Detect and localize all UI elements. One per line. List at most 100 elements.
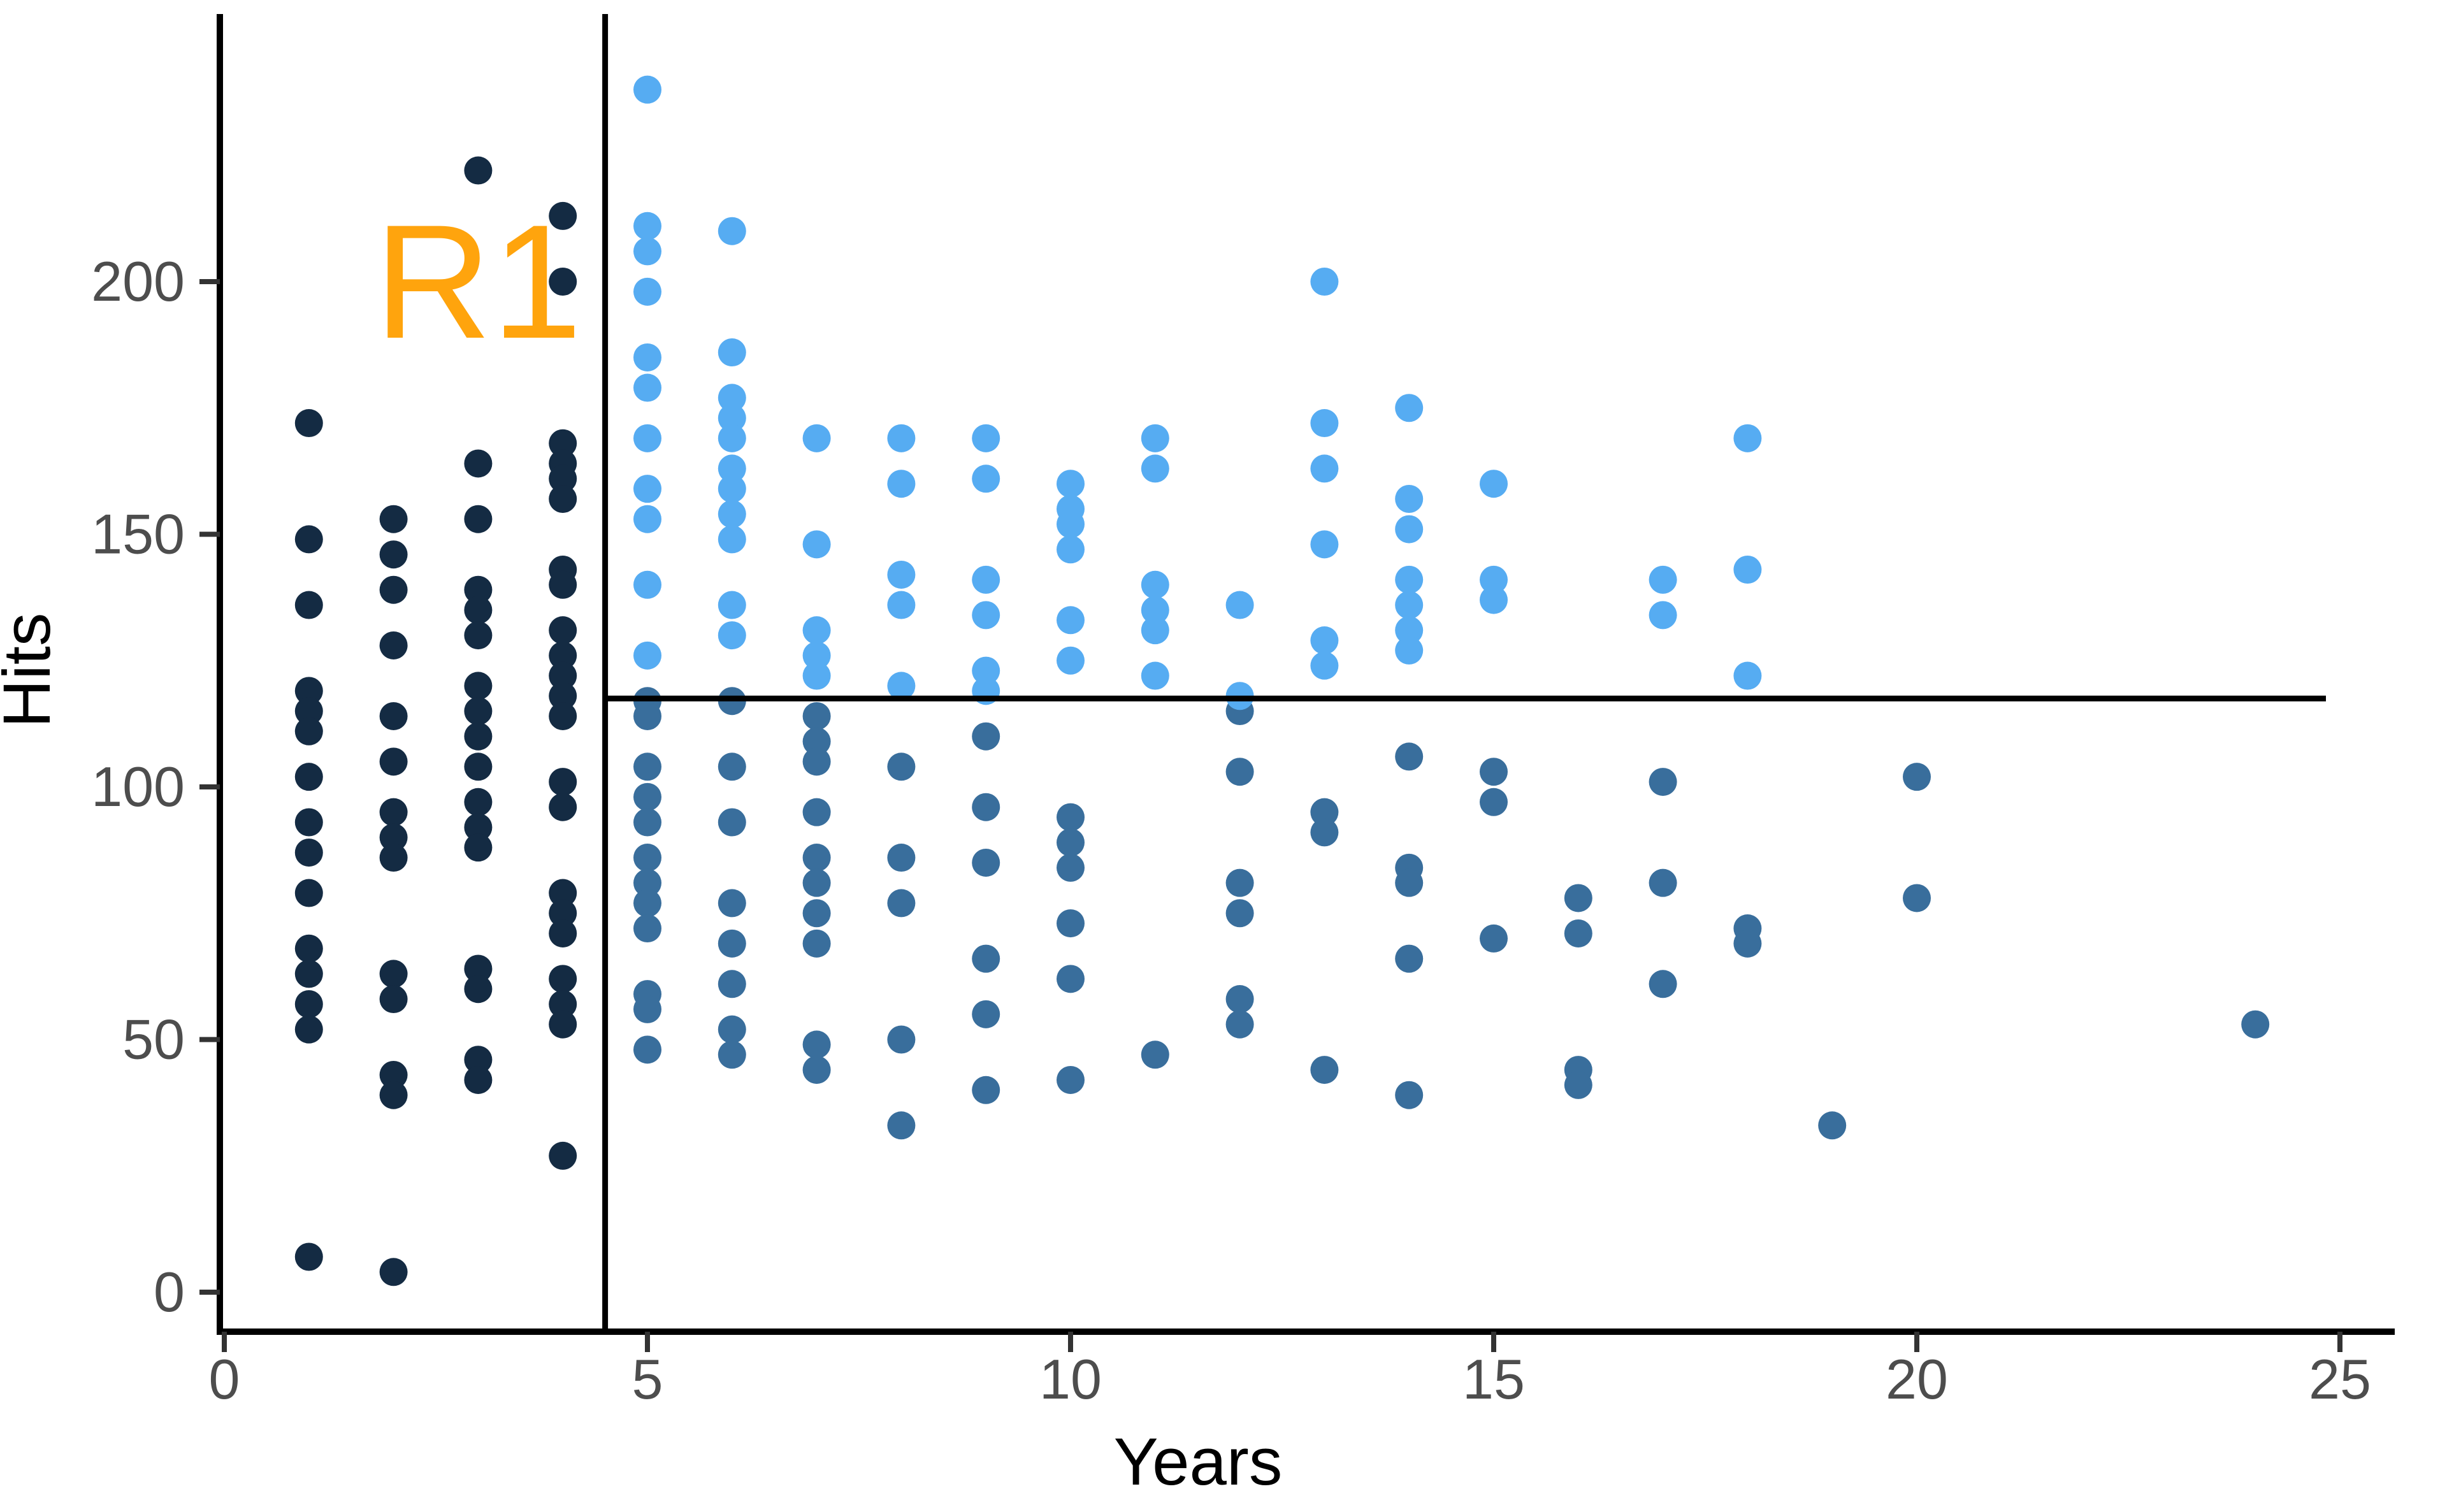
data-point-r2 <box>1057 828 1085 857</box>
data-point-r3 <box>633 277 661 306</box>
data-point-r1 <box>464 697 493 726</box>
data-point-r3 <box>1733 424 1762 452</box>
data-point-r3 <box>633 237 661 266</box>
data-point-r3 <box>972 601 1000 630</box>
data-point-r1 <box>294 934 323 963</box>
data-point-r2 <box>1310 1056 1339 1084</box>
data-point-r1 <box>549 429 577 457</box>
data-point-r2 <box>1225 985 1254 1014</box>
axes-layer: 0 5 10 15 20 25 0 50 100 150 200 <box>91 14 2395 1411</box>
data-point-r1 <box>549 899 577 928</box>
data-point-r2 <box>1057 965 1085 993</box>
data-point-r3 <box>1141 424 1169 452</box>
data-point-r1 <box>549 570 577 599</box>
data-point-r3 <box>1395 636 1424 665</box>
data-point-r1 <box>464 672 493 700</box>
data-point-r2 <box>633 889 661 918</box>
data-point-r1 <box>549 990 577 1018</box>
data-point-r3 <box>718 454 746 483</box>
data-point-r2 <box>1395 742 1424 771</box>
x-tick-label: 20 <box>1886 1348 1948 1411</box>
data-point-r3 <box>1310 626 1339 655</box>
data-point-r3 <box>718 591 746 619</box>
data-point-r2 <box>1057 853 1085 882</box>
data-point-r2 <box>887 752 916 781</box>
data-point-r3 <box>633 641 661 670</box>
data-point-r2 <box>718 929 746 958</box>
data-point-r3 <box>887 470 916 498</box>
data-point-r2 <box>1395 1081 1424 1109</box>
data-point-r2 <box>1564 884 1592 912</box>
data-point-r3 <box>1395 616 1424 645</box>
data-point-r1 <box>464 954 493 983</box>
data-point-r2 <box>1225 758 1254 786</box>
data-point-r2 <box>633 1035 661 1064</box>
data-point-r3 <box>1141 570 1169 599</box>
data-point-r1 <box>464 505 493 533</box>
data-point-r2 <box>1564 919 1592 947</box>
data-point-r3 <box>718 384 746 412</box>
data-point-r1 <box>549 641 577 670</box>
data-point-r2 <box>633 752 661 781</box>
data-point-r3 <box>633 424 661 452</box>
data-point-r2 <box>1649 768 1677 796</box>
data-point-r2 <box>718 1015 746 1044</box>
data-point-r3 <box>887 560 916 589</box>
data-point-r2 <box>972 793 1000 821</box>
data-point-r1 <box>294 525 323 554</box>
data-point-r2 <box>887 1025 916 1054</box>
data-point-r3 <box>1057 606 1085 635</box>
data-point-r3 <box>718 525 746 554</box>
data-point-r2 <box>887 1111 916 1140</box>
data-point-r3 <box>802 424 831 452</box>
data-point-r3 <box>1310 454 1339 483</box>
partition-lines-layer <box>602 14 2326 1332</box>
data-point-r2 <box>718 889 746 918</box>
data-point-r1 <box>379 1081 408 1109</box>
data-point-r2 <box>1649 868 1677 897</box>
data-point-r2 <box>633 782 661 811</box>
data-point-r1 <box>379 1061 408 1090</box>
data-point-r3 <box>1395 394 1424 422</box>
data-point-r3 <box>1141 661 1169 690</box>
data-point-r3 <box>633 373 661 402</box>
data-point-r3 <box>1480 586 1508 614</box>
data-point-r3 <box>718 500 746 528</box>
data-point-r1 <box>294 990 323 1018</box>
data-point-r1 <box>464 813 493 842</box>
data-point-r3 <box>1649 601 1677 630</box>
data-point-r2 <box>1395 868 1424 897</box>
data-point-r2 <box>718 808 746 837</box>
y-tick-label: 150 <box>91 503 185 566</box>
data-point-r1 <box>549 464 577 493</box>
data-point-r2 <box>718 970 746 998</box>
y-axis-title: Hits <box>0 613 64 728</box>
x-axis-title: Years <box>1114 1425 1283 1499</box>
data-point-r1 <box>294 591 323 619</box>
data-point-r2 <box>1395 944 1424 973</box>
data-point-r1 <box>379 702 408 730</box>
data-point-r1 <box>464 156 493 185</box>
data-point-r2 <box>718 752 746 781</box>
data-point-r3 <box>1310 651 1339 680</box>
data-point-r3 <box>633 570 661 599</box>
data-point-r3 <box>1395 515 1424 544</box>
data-point-r2 <box>802 798 831 826</box>
data-point-r1 <box>379 798 408 826</box>
data-point-r2 <box>802 929 831 958</box>
data-point-r1 <box>549 919 577 947</box>
data-point-r3 <box>1310 530 1339 559</box>
data-point-r3 <box>887 591 916 619</box>
data-points-layer <box>294 75 2270 1286</box>
data-point-r1 <box>549 201 577 230</box>
data-point-r1 <box>379 823 408 852</box>
data-point-r1 <box>294 717 323 745</box>
data-point-r3 <box>887 672 916 700</box>
data-point-r3 <box>972 464 1000 493</box>
x-tick-label: 0 <box>209 1348 240 1411</box>
data-point-r1 <box>549 965 577 993</box>
data-point-r3 <box>972 424 1000 452</box>
data-point-r2 <box>802 868 831 897</box>
data-point-r1 <box>549 661 577 690</box>
